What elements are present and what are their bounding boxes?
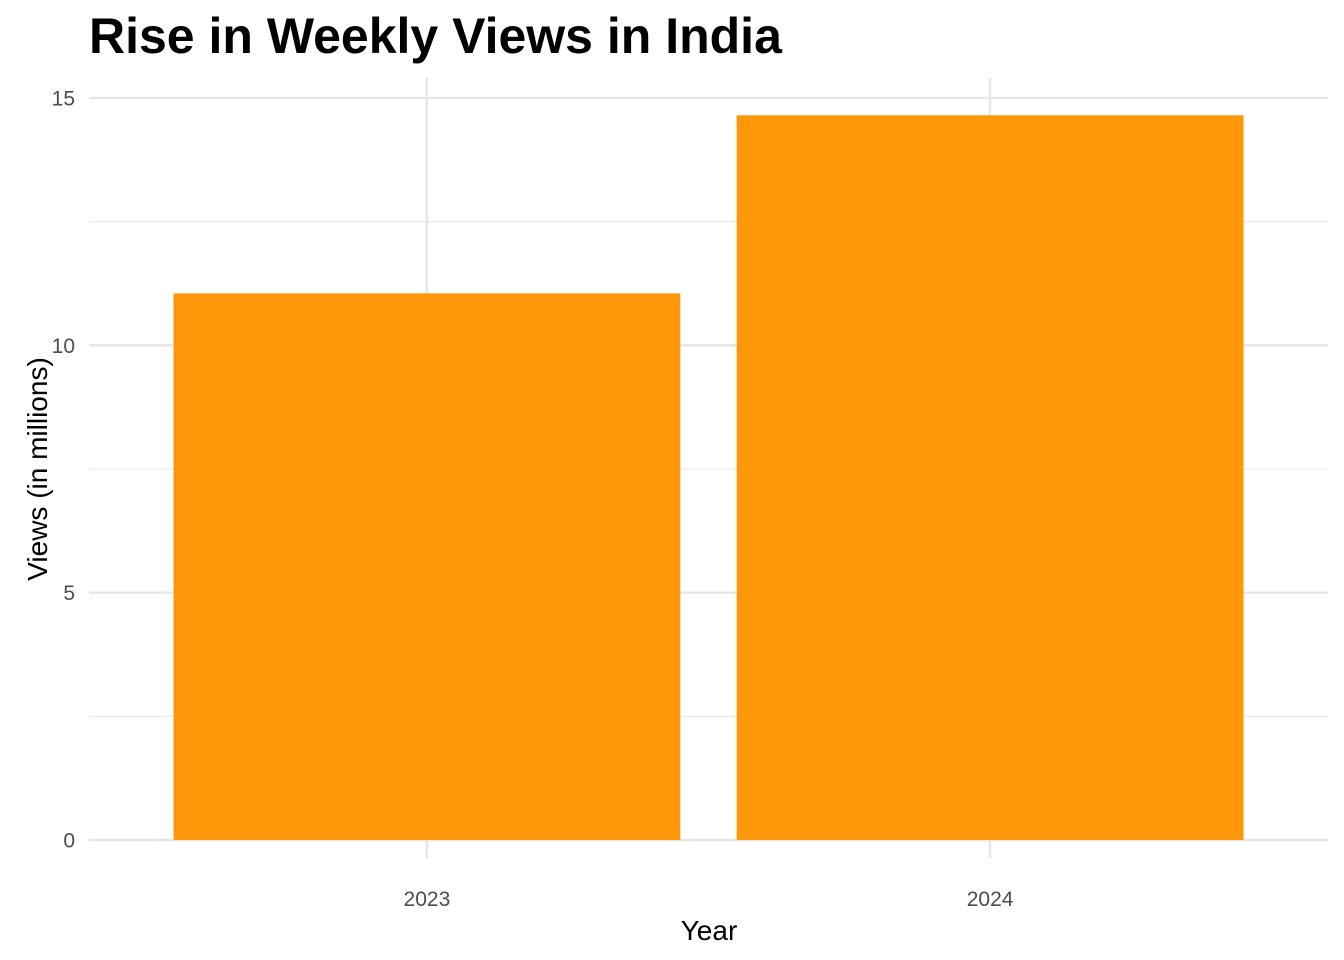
y-tick-label: 10: [52, 335, 75, 358]
x-axis-ticks: 2023 2024: [404, 888, 1014, 911]
bar-2023: [173, 293, 681, 840]
x-tick-label: 2023: [404, 888, 451, 911]
y-tick-label: 15: [52, 87, 75, 110]
bar-2024: [736, 115, 1244, 840]
bars: [173, 115, 1244, 840]
y-axis-title: Views (in millions): [22, 357, 53, 581]
x-tick-label: 2024: [967, 888, 1014, 911]
y-axis-ticks: 0 5 10 15: [52, 87, 75, 852]
chart-title: Rise in Weekly Views in India: [89, 8, 783, 64]
y-tick-label: 5: [63, 582, 75, 605]
x-axis-title: Year: [681, 915, 738, 946]
y-tick-label: 0: [63, 830, 75, 853]
